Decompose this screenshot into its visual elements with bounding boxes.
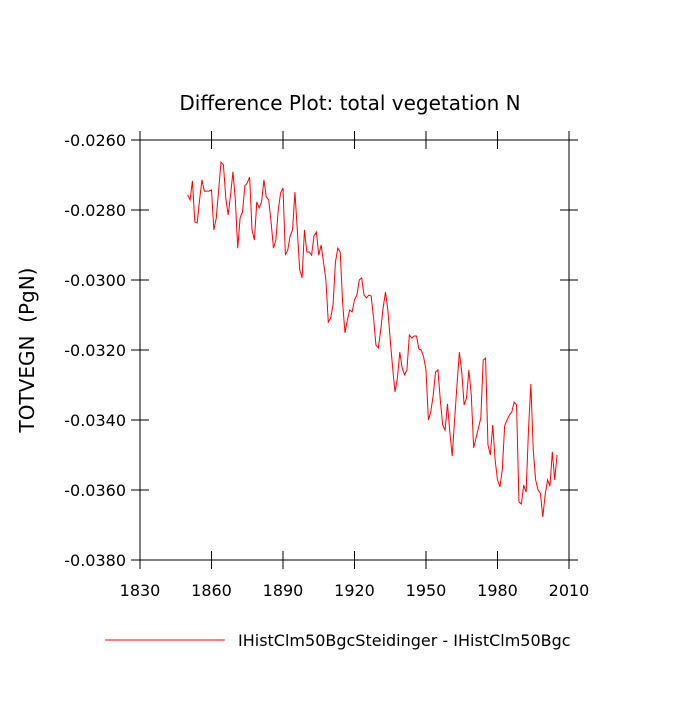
y-tick-label: -0.0280: [64, 201, 126, 220]
y-tick-label: -0.0300: [64, 271, 126, 290]
y-tick-label: -0.0340: [64, 411, 126, 430]
plot-frame: [139, 139, 570, 561]
x-tick-label: 1890: [263, 581, 304, 600]
x-tick-label: 1830: [120, 581, 161, 600]
x-tick-label: 1950: [406, 581, 447, 600]
legend-label: IHistClm50BgcSteidinger - IHistClm50Bgc: [238, 631, 571, 650]
x-tick-label: 2010: [549, 581, 590, 600]
y-tick-label: -0.0320: [64, 341, 126, 360]
y-tick-label: -0.0380: [64, 551, 126, 570]
chart-title: Difference Plot: total vegetation N: [179, 91, 520, 115]
y-tick-label: -0.0360: [64, 481, 126, 500]
y-tick-label: -0.0260: [64, 131, 126, 150]
x-tick-label: 1920: [334, 581, 375, 600]
x-tick-label: 1860: [191, 581, 232, 600]
data-line: [187, 160, 558, 518]
y-axis-label: TOTVEGN (PgN): [15, 268, 39, 434]
x-tick-label: 1980: [477, 581, 518, 600]
